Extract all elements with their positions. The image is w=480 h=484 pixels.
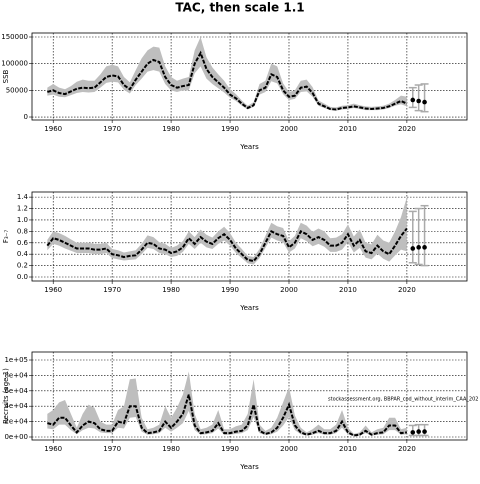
x-tick-label: 2010	[339, 125, 357, 133]
x-tick-label: 1960	[44, 445, 62, 453]
y-tick-label: 0e+00	[4, 433, 28, 441]
x-tick-label: 1960	[44, 125, 62, 133]
y-tick-label: 8e+04	[4, 371, 28, 379]
x-tick-label: 2010	[339, 286, 357, 294]
x-tick-label: 1990	[221, 445, 239, 453]
forecast-point	[422, 99, 427, 105]
line	[47, 50, 408, 111]
y-tick-label: 1e+05	[4, 356, 28, 364]
x-tick-label: 1980	[162, 125, 180, 133]
x-tick-label: 1990	[221, 286, 239, 294]
y-axis-label: SSB	[2, 69, 10, 83]
x-tick-label: 1960	[44, 286, 62, 294]
y-tick-label: 1.2	[17, 205, 28, 213]
y-tick-label: 1.4	[17, 193, 29, 201]
confidence-band	[47, 37, 407, 111]
x-tick-label: 2000	[280, 445, 298, 453]
x-axis-label: Years	[239, 304, 259, 312]
x-tick-label: 2000	[280, 125, 298, 133]
annotation: stockassessment.org, BBPAR_cod_without_i…	[328, 397, 478, 403]
x-tick-label: 1970	[103, 445, 121, 453]
forecast-point	[422, 429, 427, 434]
forecast-point	[410, 430, 416, 435]
forecast-point	[422, 245, 427, 250]
x-axis-label: Years	[239, 143, 259, 151]
y-tick-label: 6e+04	[4, 387, 28, 395]
y-tick-label: 2e+04	[4, 418, 28, 426]
x-tick-label: 2020	[398, 286, 416, 294]
y-tick-label: 50000	[6, 86, 28, 94]
forecast-point	[410, 97, 416, 103]
x-tick-label: 1980	[162, 445, 180, 453]
forecast-point	[416, 429, 421, 434]
x-tick-label: 2010	[339, 445, 357, 453]
x-tick-label: 2020	[398, 445, 416, 453]
forecast-point	[416, 245, 421, 250]
y-tick-label: 100000	[1, 60, 28, 68]
x-axis-label: Years	[239, 463, 259, 471]
y-axis-label: F₃₋₇	[2, 230, 10, 244]
plot-frame	[31, 351, 468, 441]
confidence-band	[47, 371, 407, 437]
x-tick-label: 1970	[103, 125, 121, 133]
y-tick-label: 0	[24, 113, 28, 121]
line	[46, 227, 408, 263]
y-tick-label: 0.6	[17, 239, 29, 247]
y-tick-label: 1.0	[17, 216, 28, 224]
y-tick-label: 0.4	[17, 250, 29, 258]
y-tick-label: 0.0	[17, 273, 28, 281]
y-tick-label: 4e+04	[4, 402, 28, 410]
y-axis-label: Recruits (age 1)	[2, 368, 10, 424]
plot-frame	[31, 191, 468, 282]
y-tick-label: 150000	[1, 33, 28, 41]
y-tick-label: 0.8	[17, 227, 28, 235]
forecast-point	[410, 246, 416, 251]
x-tick-label: 1980	[162, 286, 180, 294]
y-tick-label: 0.2	[17, 262, 28, 270]
plot-frame	[31, 32, 468, 121]
x-tick-label: 1990	[221, 125, 239, 133]
line	[47, 394, 408, 437]
chart-title: TAC, then scale 1.1	[175, 1, 304, 15]
x-tick-label: 1970	[103, 286, 121, 294]
x-tick-label: 2000	[280, 286, 298, 294]
forecast-point	[416, 98, 421, 104]
confidence-band	[47, 197, 407, 265]
x-tick-label: 2020	[398, 125, 416, 133]
